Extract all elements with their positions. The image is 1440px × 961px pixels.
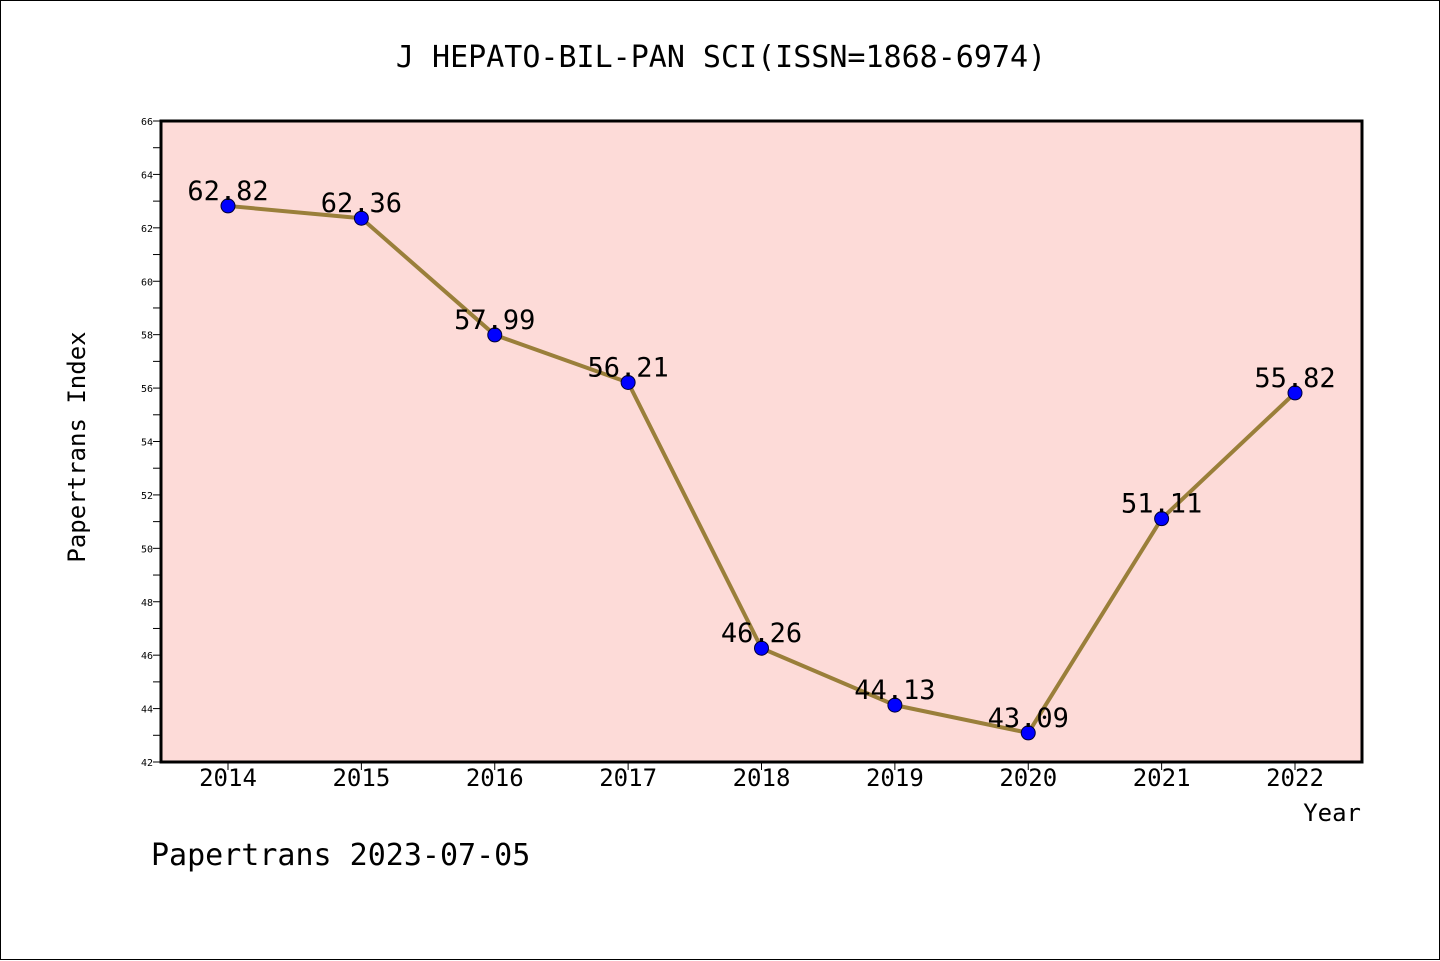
data-label-layer: 62.82 62.36 57.99 56.21 46.26 44.13 43.09 51.11… bbox=[187, 176, 1335, 734]
x-axis-label: Year bbox=[1303, 799, 1361, 827]
data-label: 56.21 bbox=[587, 352, 668, 383]
data-point bbox=[754, 640, 769, 656]
footer-credit: Papertrans 2023-07-05 bbox=[151, 838, 530, 873]
y-tick-label: 64 bbox=[141, 170, 153, 181]
data-point bbox=[487, 327, 503, 343]
series-layer bbox=[220, 198, 1303, 741]
data-label: 43.09 bbox=[988, 703, 1069, 734]
y-axis-ticks: 42 44 46 48 50 52 54 56 58 60 62 64 66 bbox=[141, 117, 161, 769]
y-tick-label: 66 bbox=[141, 117, 153, 128]
y-tick-label: 50 bbox=[141, 544, 153, 555]
y-tick-label: 54 bbox=[141, 438, 153, 449]
data-point bbox=[887, 697, 903, 713]
y-tick-label: 48 bbox=[141, 598, 153, 609]
data-label: 62.82 bbox=[187, 176, 268, 207]
y-tick-label: 60 bbox=[141, 277, 153, 288]
x-axis-ticks: 2014 2015 2016 2017 2018 2019 2020 2021 2022 bbox=[199, 762, 1324, 792]
x-tick-label: 2015 bbox=[332, 764, 390, 792]
data-point bbox=[353, 210, 369, 226]
data-label: 62.36 bbox=[321, 188, 402, 219]
x-tick-label: 2022 bbox=[1266, 764, 1324, 792]
data-label: 44.13 bbox=[854, 675, 935, 706]
data-point bbox=[220, 198, 236, 214]
y-tick-label: 56 bbox=[141, 384, 153, 395]
data-point bbox=[1020, 725, 1036, 741]
y-axis-label: Papertrans Index bbox=[63, 331, 91, 562]
data-label: 46.26 bbox=[721, 618, 802, 649]
x-tick-label: 2020 bbox=[999, 764, 1057, 792]
data-label: 51.11 bbox=[1121, 489, 1202, 520]
data-point bbox=[1154, 511, 1170, 527]
chart-title: J HEPATO-BIL-PAN SCI(ISSN=1868-6974) bbox=[396, 40, 1046, 75]
data-point bbox=[620, 374, 636, 390]
y-tick-label: 44 bbox=[141, 705, 153, 716]
data-point bbox=[1287, 385, 1303, 401]
y-tick-label: 46 bbox=[141, 651, 153, 662]
y-tick-label: 58 bbox=[141, 331, 153, 342]
y-tick-label: 62 bbox=[141, 224, 153, 235]
data-label: 55.82 bbox=[1254, 363, 1335, 394]
x-tick-label: 2016 bbox=[466, 764, 524, 792]
y-tick-label: 52 bbox=[141, 491, 153, 502]
x-tick-label: 2017 bbox=[599, 764, 657, 792]
data-label: 57.99 bbox=[454, 305, 535, 336]
x-tick-label: 2014 bbox=[199, 764, 257, 792]
x-tick-label: 2019 bbox=[866, 764, 924, 792]
y-tick-label: 42 bbox=[141, 758, 153, 769]
x-tick-label: 2021 bbox=[1133, 764, 1191, 792]
x-tick-label: 2018 bbox=[733, 764, 791, 792]
